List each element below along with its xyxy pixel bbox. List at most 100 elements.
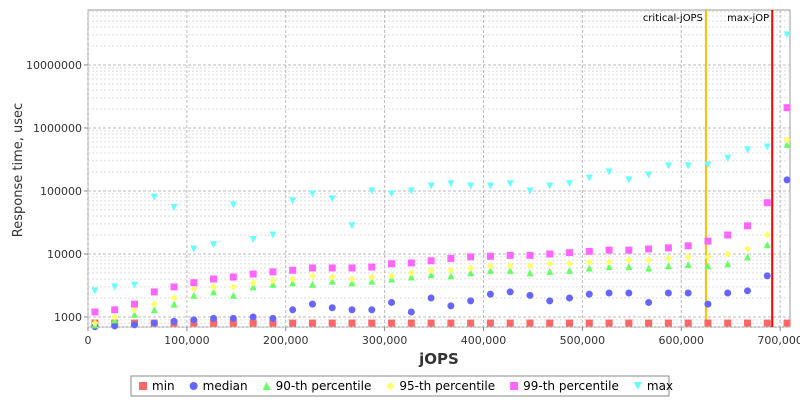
x-tick-label: 100,000 xyxy=(164,334,210,347)
point xyxy=(289,319,297,327)
point xyxy=(130,321,138,329)
point xyxy=(348,222,356,230)
point xyxy=(407,187,415,195)
point xyxy=(111,306,119,314)
point xyxy=(724,319,732,327)
point xyxy=(150,288,158,296)
point xyxy=(308,272,316,280)
point xyxy=(664,162,672,170)
point xyxy=(486,266,494,274)
point xyxy=(91,319,99,327)
legend-label: max xyxy=(647,379,673,393)
point xyxy=(526,262,534,270)
point xyxy=(368,306,376,314)
point xyxy=(407,273,415,281)
point xyxy=(210,319,218,327)
point xyxy=(269,314,277,322)
legend-label: 99-th percentile xyxy=(523,379,619,393)
point xyxy=(269,280,277,288)
y-axis-label: Response time, usec xyxy=(11,103,26,237)
point xyxy=(783,319,791,327)
point xyxy=(506,251,514,259)
point xyxy=(605,258,613,266)
y-tick-label: 10000000 xyxy=(26,59,82,72)
point xyxy=(210,314,218,322)
point xyxy=(289,197,297,205)
point xyxy=(308,190,316,198)
point xyxy=(645,245,653,253)
x-tick-label: 500,000 xyxy=(560,334,606,347)
point xyxy=(467,269,475,277)
point xyxy=(743,253,751,261)
point xyxy=(605,289,613,297)
point xyxy=(605,246,613,254)
point xyxy=(743,222,751,230)
legend-label: 90-th percentile xyxy=(276,379,372,393)
point xyxy=(546,250,554,258)
point xyxy=(289,279,297,287)
point xyxy=(664,319,672,327)
point xyxy=(447,266,455,274)
point xyxy=(269,319,277,327)
point xyxy=(348,306,356,314)
x-tick-label: 600,000 xyxy=(658,334,704,347)
point xyxy=(447,254,455,262)
point xyxy=(368,187,376,195)
point xyxy=(467,264,475,272)
point xyxy=(388,260,396,268)
point xyxy=(328,195,336,203)
point xyxy=(348,279,356,287)
point xyxy=(724,250,732,258)
point xyxy=(427,182,435,190)
point xyxy=(269,231,277,239)
point xyxy=(388,298,396,306)
point xyxy=(210,275,218,283)
point xyxy=(704,300,712,308)
point xyxy=(289,266,297,274)
point xyxy=(526,251,534,259)
point xyxy=(467,253,475,261)
point xyxy=(150,319,158,327)
point xyxy=(506,180,514,188)
point xyxy=(407,308,415,316)
point xyxy=(170,294,178,302)
point xyxy=(783,140,791,148)
legend-swatch xyxy=(262,382,271,390)
point xyxy=(783,176,791,184)
point xyxy=(328,319,336,327)
point xyxy=(170,203,178,211)
legend-swatch xyxy=(510,382,519,390)
point xyxy=(743,319,751,327)
point xyxy=(645,319,653,327)
point xyxy=(664,262,672,270)
point xyxy=(704,262,712,270)
point xyxy=(566,249,574,257)
point xyxy=(348,275,356,283)
point xyxy=(249,283,257,291)
threshold-label: max-jOP xyxy=(727,13,769,24)
point xyxy=(664,289,672,297)
point xyxy=(91,287,99,295)
point xyxy=(190,291,198,299)
point xyxy=(328,273,336,281)
point xyxy=(467,182,475,190)
point xyxy=(368,277,376,285)
point xyxy=(289,275,297,283)
point xyxy=(704,237,712,245)
point xyxy=(150,193,158,201)
x-tick-label: 400,000 xyxy=(461,334,507,347)
point xyxy=(526,319,534,327)
point xyxy=(308,264,316,272)
point xyxy=(328,264,336,272)
point xyxy=(585,258,593,266)
point xyxy=(427,319,435,327)
point xyxy=(763,143,771,151)
point xyxy=(388,190,396,198)
point xyxy=(348,319,356,327)
point xyxy=(229,319,237,327)
point xyxy=(368,319,376,327)
point xyxy=(625,246,633,254)
point xyxy=(91,308,99,316)
point xyxy=(783,104,791,112)
point xyxy=(704,161,712,169)
